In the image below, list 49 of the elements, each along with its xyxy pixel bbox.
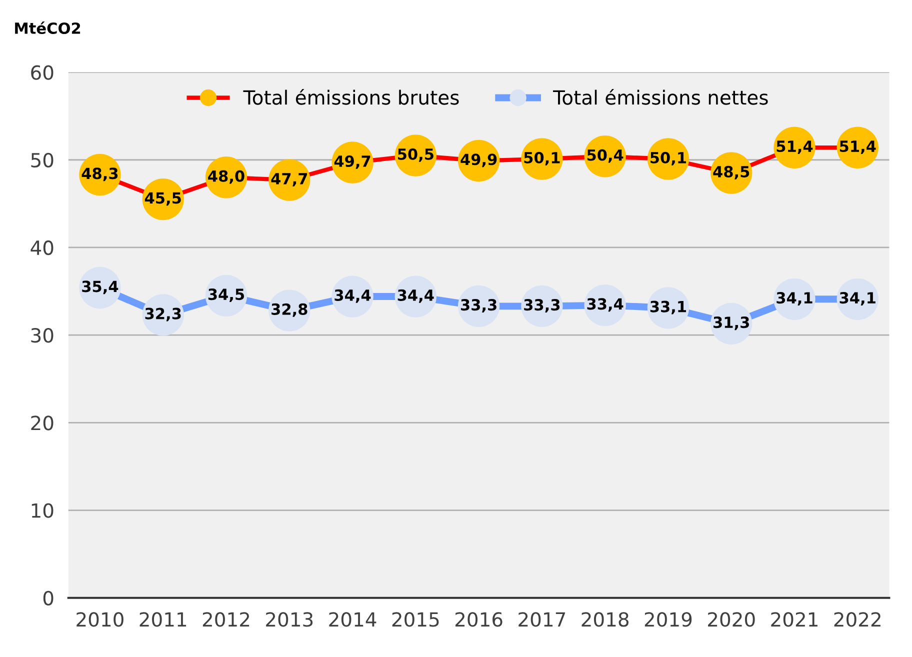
- y-tick-label: 50: [31, 152, 54, 168]
- x-tick-label: 2015: [392, 612, 439, 627]
- data-label: 32,8: [272, 303, 308, 317]
- data-label: 33,3: [524, 299, 560, 313]
- y-tick-label: 0: [43, 590, 54, 606]
- data-label: 34,1: [840, 292, 876, 306]
- data-label: 31,3: [714, 316, 749, 330]
- data-label: 50,5: [398, 148, 434, 162]
- data-label: 33,3: [460, 299, 496, 313]
- x-tick-label: 2020: [708, 612, 755, 627]
- data-label: 50,1: [524, 152, 560, 166]
- y-tick-label: 40: [30, 240, 54, 256]
- y-tick-label: 30: [31, 328, 54, 343]
- x-tick-label: 2021: [771, 612, 818, 627]
- data-label: 33,1: [650, 300, 686, 314]
- y-tick-label: 60: [31, 65, 54, 80]
- data-label: 34,4: [398, 289, 434, 303]
- x-tick-label: 2014: [329, 612, 376, 627]
- data-label: 45,5: [144, 192, 181, 206]
- x-tick-label: 2011: [140, 612, 186, 627]
- x-tick-label: 2016: [455, 612, 502, 627]
- data-label: 50,1: [650, 152, 686, 166]
- data-label: 50,4: [587, 149, 624, 163]
- data-label: 49,7: [334, 155, 370, 169]
- x-tick-label: 2013: [266, 612, 313, 627]
- y-axis-title: MtéCO2: [15, 22, 80, 34]
- data-label: 35,4: [82, 280, 118, 294]
- data-label: 48,5: [713, 166, 750, 180]
- x-tick-label: 2022: [834, 612, 880, 627]
- x-tick-label: 2017: [518, 612, 566, 627]
- x-tick-label: 2019: [644, 612, 692, 627]
- data-label: 49,9: [460, 154, 497, 168]
- legend-label: Total émissions nettes: [553, 88, 768, 105]
- data-label: 51,4: [840, 140, 876, 154]
- data-label: 33,4: [587, 298, 624, 312]
- y-tick-label: 10: [32, 503, 54, 518]
- data-label: 47,7: [271, 173, 308, 186]
- y-tick-label: 20: [31, 416, 54, 430]
- data-label: 34,4: [334, 289, 371, 303]
- x-tick-label: 2018: [582, 612, 628, 627]
- x-tick-label: 2010: [76, 612, 124, 627]
- data-label: 34,1: [776, 292, 812, 306]
- legend-label: Total émissions brutes: [243, 88, 459, 105]
- x-tick-label: 2012: [202, 612, 250, 627]
- data-label: 48,0: [208, 170, 244, 184]
- data-label: 32,3: [145, 308, 181, 322]
- data-label: 51,4: [776, 140, 813, 154]
- data-label: 34,5: [208, 288, 244, 302]
- data-label: 48,3: [82, 168, 118, 182]
